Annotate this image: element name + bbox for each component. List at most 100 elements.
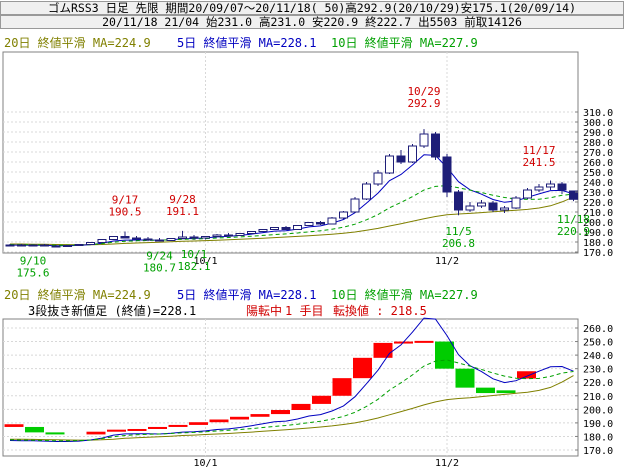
candle-body — [293, 225, 302, 230]
top-ytick-label: 300.0 — [583, 118, 613, 129]
bottom-info-state: 陽転中 — [246, 303, 282, 318]
bottom-ytick-label: 240.0 — [583, 351, 613, 362]
bottom-ytick-label: 170.0 — [583, 446, 613, 457]
top-legend-ma20: 20日 終値平滑 MA=224.9 — [4, 35, 151, 50]
bottom-gridlines — [3, 319, 578, 456]
bottom-y-axis: 170.0 180.0 190.0 200.0 210.0 220.0 230.0 240.0… — [575, 324, 613, 457]
brick — [127, 428, 147, 431]
bottom-ma-line — [9, 359, 574, 442]
top-panel: 20日 終値平滑 MA=224.9 5日 終値平滑 MA=228.1 10日 終… — [2, 35, 613, 279]
annotation-value: 190.5 — [108, 206, 141, 219]
bottom-bricks — [4, 340, 536, 435]
candle-body — [5, 244, 15, 247]
chart-header-line2: 20/11/18 21/04 始231.0 高231.0 安220.9 終222… — [0, 15, 624, 29]
candle-body — [120, 236, 130, 239]
candle-body — [281, 227, 291, 230]
bottom-ytick-label: 190.0 — [583, 419, 613, 430]
bottom-ytick-label: 230.0 — [583, 365, 613, 376]
brick — [230, 416, 249, 420]
annotation-value: 182.1 — [177, 260, 210, 273]
top-ma-line — [10, 196, 574, 246]
brick — [476, 387, 495, 394]
annotation-value: 292.9 — [407, 97, 440, 110]
candle-body — [477, 202, 486, 207]
bottom-x-axis: 10/1 11/2 — [193, 458, 459, 469]
candle-body — [270, 227, 279, 230]
annotation-date: 9/17 — [112, 194, 139, 207]
annotation-date: 9/28 — [169, 193, 196, 206]
candle-body — [201, 236, 210, 239]
top-xtick-label: 11/2 — [435, 256, 459, 267]
top-ytick-label: 230.0 — [583, 188, 613, 199]
bottom-legend-ma10: 10日 終値平滑 MA=227.9 — [331, 287, 478, 302]
bottom-ma-line — [9, 317, 574, 442]
candle-body — [247, 231, 256, 234]
brick — [148, 426, 167, 429]
candle-body — [304, 222, 314, 226]
candle-body — [442, 156, 452, 193]
candle-body — [408, 145, 417, 163]
top-y-axis: 170.0180.0190.0200.0210.0220.0230.0240.0… — [575, 108, 613, 259]
candle-body — [40, 244, 49, 247]
annotation-value: 220.9 — [557, 225, 590, 238]
brick — [332, 378, 352, 396]
bottom-xtick-label: 10/1 — [193, 458, 217, 469]
brick — [86, 431, 106, 435]
bottom-panel: 20日 終値平滑 MA=224.9 5日 終値平滑 MA=228.1 10日 終… — [2, 287, 613, 469]
candle-body — [178, 236, 187, 239]
candle-body — [132, 237, 141, 240]
candle-body — [155, 239, 164, 242]
candle-body — [17, 244, 26, 247]
candle-body — [569, 190, 578, 200]
candle-body — [224, 234, 233, 237]
candle-body — [28, 244, 38, 247]
bottom-info-switch: 転換値 : 218.5 — [333, 303, 427, 318]
top-ytick-label: 220.0 — [583, 198, 613, 209]
brick — [373, 342, 393, 358]
candle-body — [235, 233, 245, 236]
bottom-info-prefix: 3段抜き新値足 (終値)=228.1 — [28, 303, 196, 318]
brick — [435, 341, 454, 369]
candle-body — [546, 183, 555, 188]
brick — [250, 414, 270, 417]
candle-body — [316, 222, 325, 225]
candle-body — [362, 183, 371, 200]
annotation-date: 11/17 — [522, 144, 555, 157]
candle-body — [63, 245, 72, 247]
top-candlesticks — [5, 129, 578, 248]
top-ytick-label: 240.0 — [583, 178, 613, 189]
candle-body — [74, 244, 84, 246]
brick — [168, 424, 188, 427]
brick — [45, 432, 65, 435]
brick — [189, 422, 208, 425]
candle-body — [143, 238, 153, 241]
top-gridlines — [3, 52, 578, 253]
top-ma-line — [9, 185, 574, 246]
annotation-date: 11/5 — [445, 225, 472, 238]
top-ytick-label: 200.0 — [583, 218, 613, 229]
candle-body — [212, 234, 222, 237]
annotation-value: 191.1 — [166, 205, 199, 218]
chart-canvas: 20日 終値平滑 MA=224.9 5日 終値平滑 MA=228.1 10日 終… — [2, 35, 613, 469]
candle-body — [97, 239, 107, 243]
candle-body — [327, 217, 337, 225]
candle-body — [339, 211, 348, 219]
candle-body — [454, 191, 463, 211]
candle-body — [557, 183, 567, 191]
top-legend-ma10: 10日 終値平滑 MA=227.9 — [331, 35, 478, 50]
candle-body — [350, 198, 360, 213]
candle-body — [258, 229, 268, 232]
bottom-ytick-label: 250.0 — [583, 338, 613, 349]
candle-body — [431, 133, 440, 158]
annotation-value: 206.8 — [442, 237, 475, 250]
candle-body — [511, 197, 521, 209]
bottom-ma-line — [10, 375, 574, 441]
brick — [209, 419, 229, 423]
top-ytick-label: 250.0 — [583, 168, 613, 179]
top-ytick-label: 180.0 — [583, 238, 613, 249]
bottom-ytick-label: 260.0 — [583, 324, 613, 335]
top-ytick-label: 210.0 — [583, 208, 613, 219]
top-ytick-label: 190.0 — [583, 228, 613, 239]
chart-header-line1: ゴムRSS3 日足 先限 期間20/09/07～20/11/18( 50)高29… — [0, 1, 624, 15]
